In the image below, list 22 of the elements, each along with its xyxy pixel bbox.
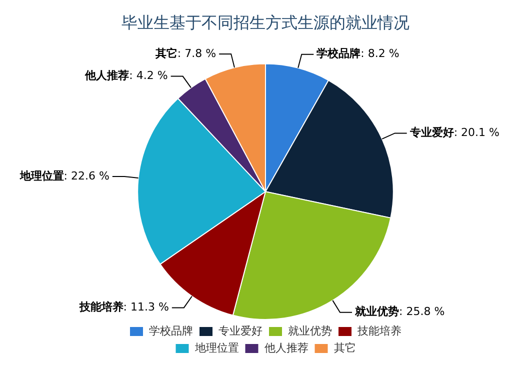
slice-label: 他人推荐 xyxy=(84,69,130,82)
legend-label: 其它 xyxy=(334,341,356,354)
legend-label: 他人推荐 xyxy=(264,341,308,354)
slice-label: 技能培养 xyxy=(78,300,124,314)
slice-label: 就业优势 xyxy=(354,305,400,318)
legend-label: 学校品牌 xyxy=(149,324,193,338)
slice-label: 其它 xyxy=(154,46,178,60)
legend-label: 地理位置 xyxy=(194,341,239,354)
slice-label: 专业爱好 xyxy=(408,126,454,140)
data-label: : 4.2 % xyxy=(129,69,168,82)
data-label: : 20.1 % xyxy=(454,126,500,140)
legend-label: 专业爱好 xyxy=(218,324,262,338)
slice-label: 学校品牌 xyxy=(316,47,361,60)
data-label: : 22.6 % xyxy=(64,169,110,182)
legend-label: 就业优势 xyxy=(288,324,332,338)
slice-label: 地理位置 xyxy=(18,169,64,182)
legend-label: 技能培养 xyxy=(356,324,402,338)
data-label: : 7.8 % xyxy=(177,46,216,60)
data-label: : 8.2 % xyxy=(360,47,400,60)
data-label: : 25.8 % xyxy=(399,305,445,318)
data-label: : 11.3 % xyxy=(123,300,169,314)
chart-title: 毕业生基于不同招生方式生源的就业情况 xyxy=(122,12,410,32)
